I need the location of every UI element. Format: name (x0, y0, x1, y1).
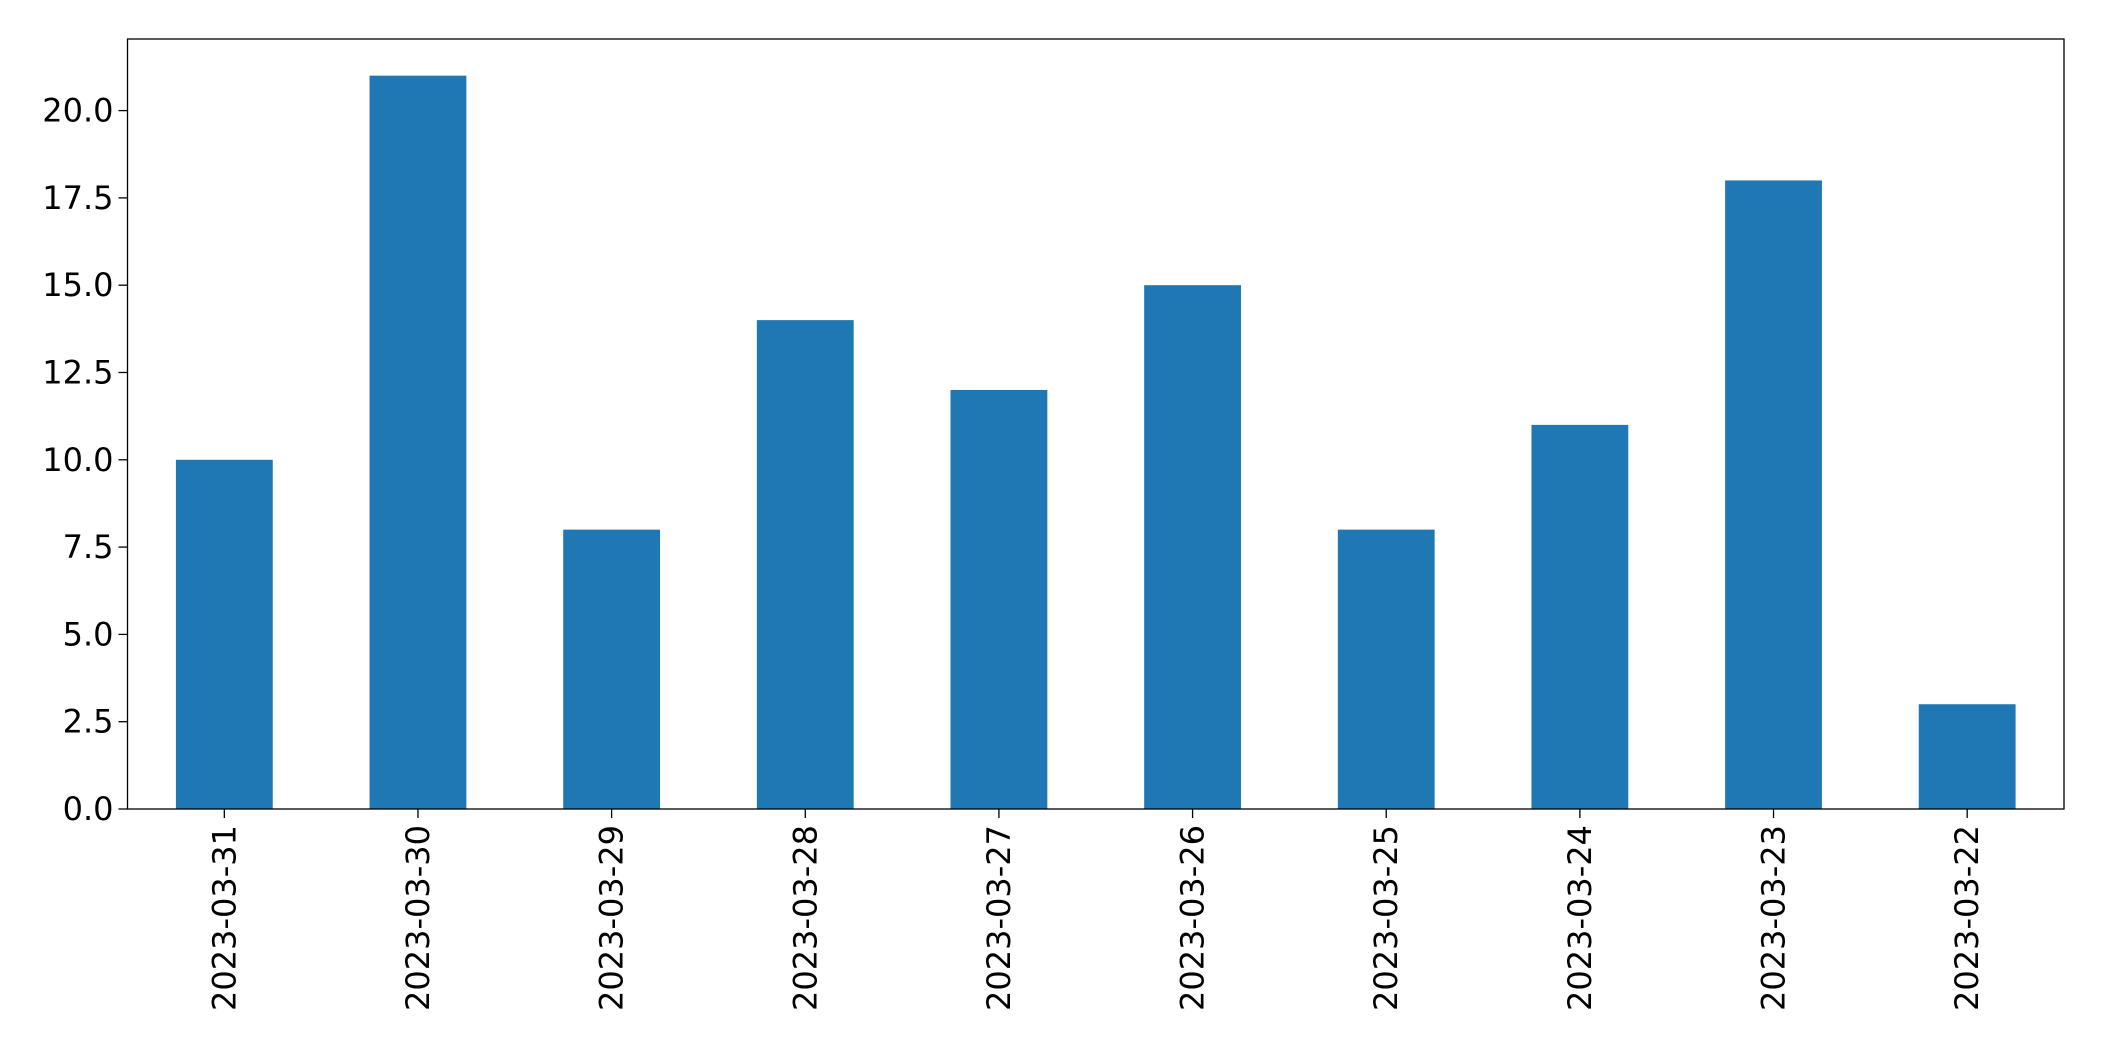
x-tick-label: 2023-03-30 (399, 825, 437, 1011)
y-tick-label: 15.0 (42, 266, 113, 304)
y-tick-label: 0.0 (63, 790, 114, 828)
y-tick-label: 12.5 (42, 353, 113, 391)
y-tick-label: 10.0 (42, 441, 113, 479)
bar (1531, 424, 1629, 809)
bar (1337, 529, 1435, 809)
x-tick-label: 2023-03-28 (786, 825, 824, 1011)
bar (1918, 704, 2016, 809)
bar (950, 389, 1048, 809)
bar (1725, 180, 1822, 809)
bar (1144, 285, 1241, 809)
x-tick-label: 2023-03-23 (1755, 825, 1793, 1011)
x-tick-label: 2023-03-22 (1948, 825, 1986, 1011)
y-tick-label: 2.5 (63, 703, 114, 741)
x-tick-label: 2023-03-27 (980, 825, 1018, 1011)
bar (563, 529, 661, 809)
y-tick-label: 17.5 (42, 179, 113, 217)
axes-frame (126, 38, 2065, 810)
x-tick-label: 2023-03-31 (205, 825, 243, 1011)
y-tick-label: 20.0 (42, 92, 113, 130)
bar (756, 320, 854, 809)
x-tick-label: 2023-03-26 (1174, 825, 1212, 1011)
x-tick-label: 2023-03-25 (1367, 825, 1405, 1011)
y-tick-label: 7.5 (63, 528, 114, 566)
x-tick-label: 2023-03-29 (593, 825, 631, 1011)
y-tick-label: 5.0 (63, 615, 114, 653)
bar (369, 75, 467, 809)
x-tick-label: 2023-03-24 (1561, 825, 1599, 1011)
bar (175, 459, 273, 809)
